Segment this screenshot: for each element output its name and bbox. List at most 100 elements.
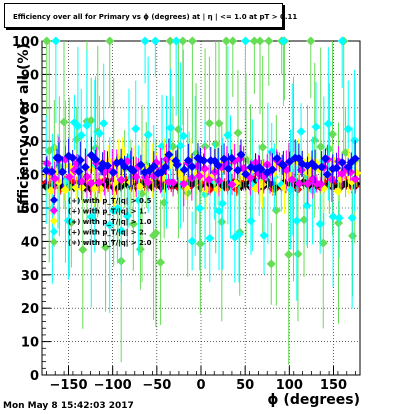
data-point xyxy=(172,160,182,170)
data-point xyxy=(350,174,360,184)
legend-marker xyxy=(50,206,58,215)
y-tick-label: 90 xyxy=(21,68,39,83)
data-point xyxy=(221,36,231,46)
legend-label: (+) with p_T/|q| > 1.0 xyxy=(68,218,152,227)
data-point xyxy=(258,142,268,152)
data-point xyxy=(333,186,343,196)
y-tick-label: 80 xyxy=(21,102,39,117)
data-point xyxy=(266,259,276,269)
data-point xyxy=(303,179,313,189)
data-point xyxy=(224,164,234,174)
data-point xyxy=(214,206,224,216)
y-tick-label: 0 xyxy=(30,369,39,384)
data-point xyxy=(204,175,214,185)
data-point xyxy=(278,160,288,170)
data-point xyxy=(199,156,209,166)
data-point xyxy=(86,115,96,125)
data-point xyxy=(337,157,347,167)
data-point xyxy=(293,249,303,259)
x-tick-label: −50 xyxy=(142,378,171,393)
data-point xyxy=(187,36,197,46)
data-point xyxy=(166,123,176,133)
data-point xyxy=(179,179,189,189)
data-point xyxy=(213,160,223,170)
chart-title-box: Efficiency over all for Primary vs ϕ (de… xyxy=(4,3,297,28)
data-point xyxy=(328,212,338,222)
x-tick-label: 0 xyxy=(196,378,205,393)
data-point xyxy=(205,233,215,243)
data-point xyxy=(178,131,188,141)
data-point xyxy=(150,36,160,46)
data-point xyxy=(112,158,122,168)
data-point xyxy=(116,175,126,185)
data-point xyxy=(143,130,153,140)
legend-marker xyxy=(50,196,58,204)
legend-label: (+) with p_T/|q| > 2. xyxy=(68,229,147,238)
data-point xyxy=(292,216,302,226)
y-tick-label: 30 xyxy=(21,269,39,284)
data-point xyxy=(233,165,243,175)
data-point xyxy=(42,159,52,169)
data-point xyxy=(178,174,188,184)
data-point xyxy=(157,167,167,177)
data-point xyxy=(318,238,328,248)
data-point xyxy=(227,153,237,163)
data-point xyxy=(178,36,188,46)
data-point xyxy=(187,162,197,172)
data-point xyxy=(204,118,214,128)
x-tick-label: −150 xyxy=(49,378,87,393)
data-point xyxy=(57,167,67,177)
data-point xyxy=(168,177,178,187)
x-axis-label: ϕ (degrees) xyxy=(267,392,360,408)
data-point xyxy=(94,177,104,187)
data-point xyxy=(211,139,221,149)
data-point xyxy=(143,177,153,187)
data-point xyxy=(294,179,304,189)
data-point xyxy=(68,153,78,163)
legend-marker xyxy=(50,227,58,236)
data-point xyxy=(128,219,138,229)
data-point xyxy=(74,166,84,176)
data-point xyxy=(201,184,211,194)
data-point xyxy=(54,153,64,163)
data-point xyxy=(219,154,229,164)
data-point xyxy=(214,118,224,128)
data-point xyxy=(285,157,295,167)
data-point xyxy=(322,170,332,180)
data-point xyxy=(46,186,56,196)
data-point xyxy=(284,249,294,259)
data-point xyxy=(227,180,237,190)
data-point xyxy=(47,167,57,177)
data-point xyxy=(272,153,282,163)
data-point xyxy=(160,162,170,172)
data-point xyxy=(200,164,210,174)
data-point xyxy=(165,36,175,46)
y-tick-label: 50 xyxy=(21,202,39,217)
data-point xyxy=(99,118,109,128)
data-point xyxy=(287,175,297,185)
data-point xyxy=(296,126,306,136)
data-point xyxy=(51,36,61,46)
data-point xyxy=(334,213,344,223)
data-point xyxy=(75,155,85,165)
data-point xyxy=(259,231,269,241)
data-point xyxy=(315,219,325,229)
y-tick-label: 60 xyxy=(21,169,39,184)
data-point xyxy=(267,164,277,174)
data-point xyxy=(164,150,174,160)
data-point xyxy=(105,220,115,230)
data-point xyxy=(350,154,360,164)
data-point xyxy=(105,36,115,46)
data-point xyxy=(96,184,106,194)
data-point xyxy=(129,166,139,176)
data-point xyxy=(108,167,118,177)
legend-label: (+) with p_T/|q| > 2.0 xyxy=(68,239,152,248)
y-axis-label: Efficiency over all (%) xyxy=(16,43,32,214)
data-point xyxy=(302,201,312,211)
y-tick-label: 100 xyxy=(12,35,39,50)
data-point xyxy=(86,212,96,222)
data-point xyxy=(73,121,83,131)
data-point xyxy=(228,36,238,46)
data-point xyxy=(306,36,316,46)
